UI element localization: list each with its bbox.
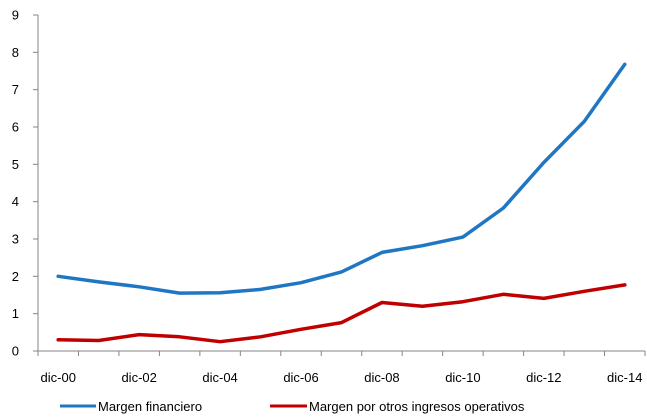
y-tick-label: 1 — [12, 306, 19, 321]
y-tick-label: 4 — [12, 194, 19, 209]
y-tick-label: 3 — [12, 232, 19, 247]
legend: Margen financiero Margen por otros ingre… — [60, 399, 525, 414]
y-tick-label: 9 — [12, 8, 19, 23]
y-tick-label: 8 — [12, 45, 19, 60]
y-axis-ticks: 0 1 2 3 4 5 6 7 8 9 — [12, 8, 38, 359]
axes — [37, 15, 645, 352]
legend-label-series-1: Margen financiero — [98, 399, 202, 414]
x-tick-label: dic-14 — [607, 370, 642, 385]
series-line-2 — [56, 283, 627, 344]
x-tick-label: dic-08 — [364, 370, 399, 385]
x-tick-label: dic-02 — [121, 370, 156, 385]
x-tick-label: dic-10 — [445, 370, 480, 385]
series-line-1 — [56, 62, 627, 295]
y-tick-label: 6 — [12, 120, 19, 135]
y-tick-label: 2 — [12, 269, 19, 284]
x-tick-label: dic-12 — [526, 370, 561, 385]
x-axis-ticks: dic-00 dic-02 dic-04 dic-06 dic-08 dic-10 dic-… — [37, 351, 646, 385]
legend-label-series-2: Margen por otros ingresos operativos — [309, 399, 525, 414]
y-tick-label: 7 — [12, 82, 19, 97]
series-lines — [56, 62, 627, 344]
y-tick-label: 5 — [12, 157, 19, 172]
x-tick-label: dic-04 — [202, 370, 237, 385]
y-tick-label: 0 — [12, 344, 19, 359]
x-tick-label: dic-00 — [41, 370, 76, 385]
x-tick-label: dic-06 — [283, 370, 318, 385]
